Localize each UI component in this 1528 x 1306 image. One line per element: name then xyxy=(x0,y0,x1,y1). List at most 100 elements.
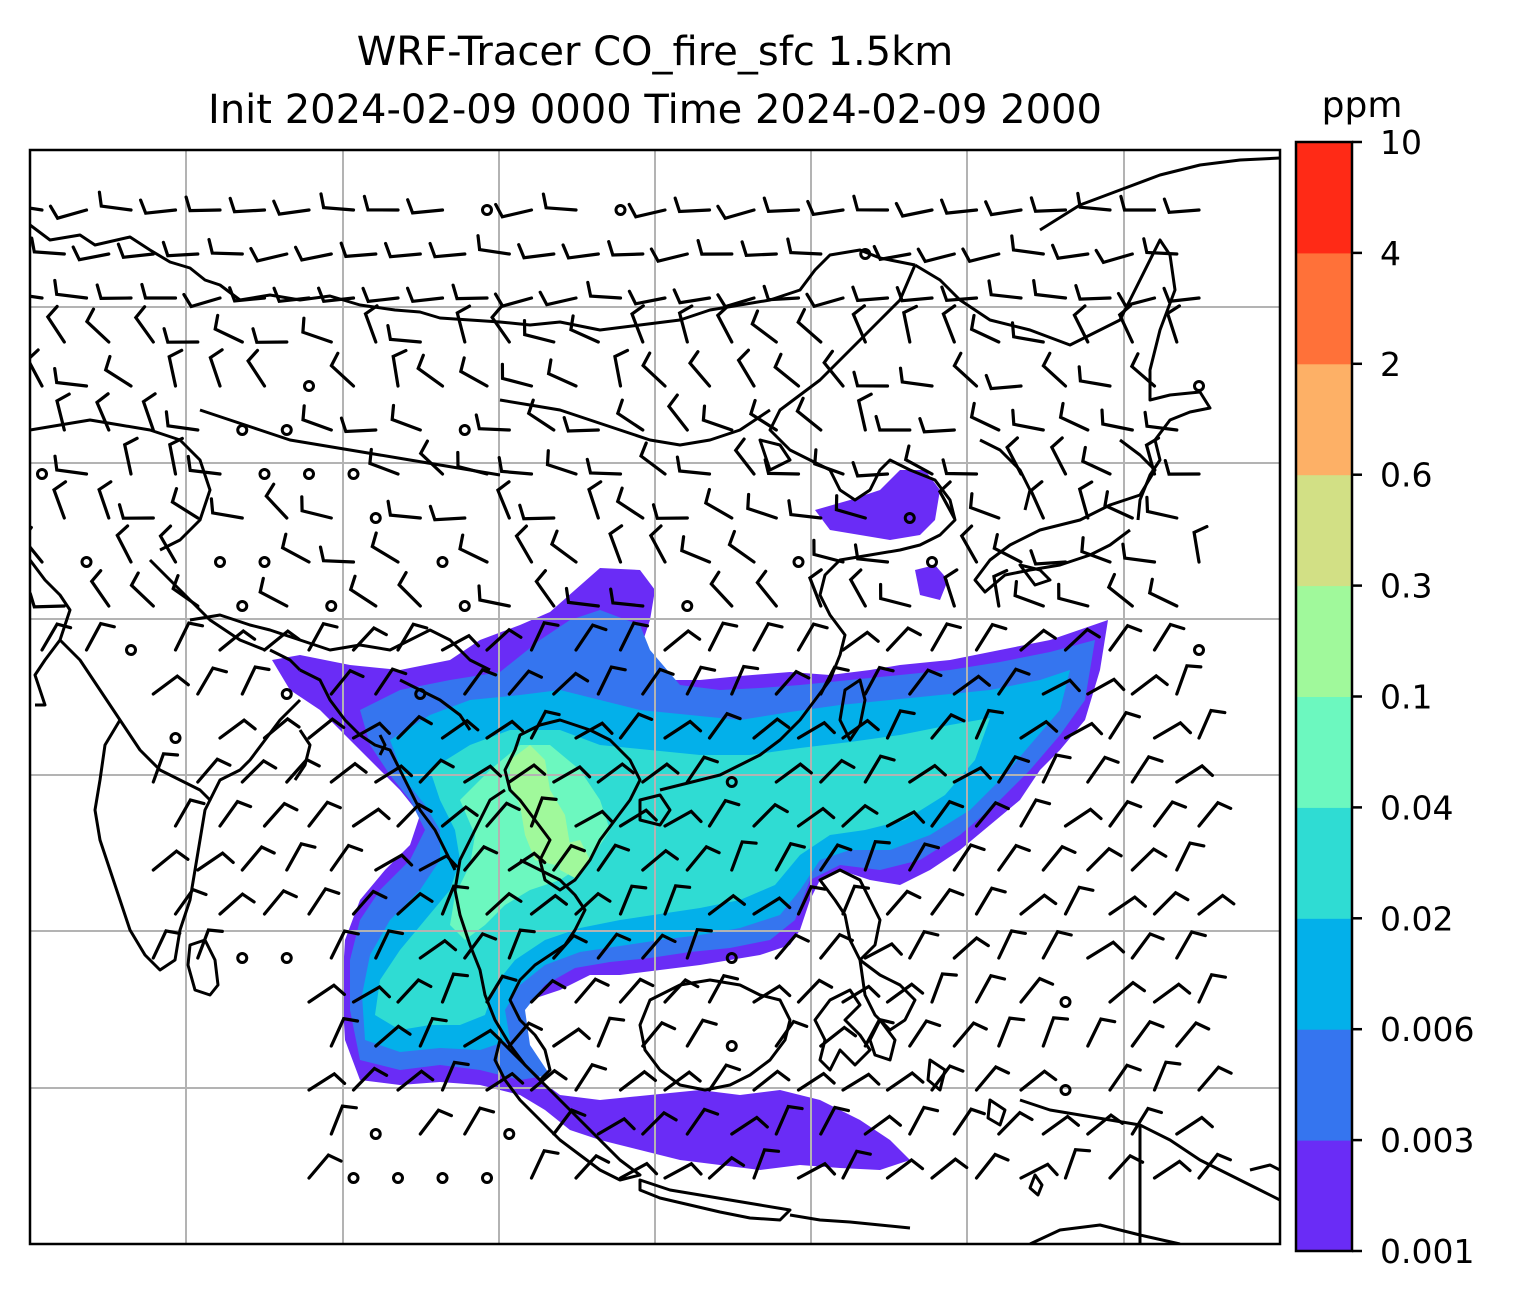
wind-barb xyxy=(1081,445,1112,476)
wind-barb xyxy=(596,1116,636,1136)
wind-barb xyxy=(307,983,346,1004)
wind-barb xyxy=(574,1153,611,1180)
wind-barb xyxy=(707,973,740,1004)
calm-wind-circle xyxy=(503,1128,516,1140)
wind-barb xyxy=(863,665,895,696)
wind-barb xyxy=(952,935,990,960)
wind-barb xyxy=(885,889,922,916)
wind-barb xyxy=(574,891,612,916)
wind-barb xyxy=(301,316,333,344)
wind-barb xyxy=(903,444,934,476)
wind-barb xyxy=(607,240,645,257)
wind-barb xyxy=(752,802,789,828)
wind-barb xyxy=(618,977,655,1004)
wind-barb xyxy=(852,194,890,212)
wind-barb xyxy=(329,1104,358,1136)
wind-barb xyxy=(384,241,422,259)
wind-barb xyxy=(396,802,433,828)
wind-barb xyxy=(196,851,235,872)
colorbar-tick-label: 4 xyxy=(1380,234,1401,273)
wind-barb xyxy=(639,441,667,476)
wind-barb xyxy=(774,1104,804,1136)
calm-wind-circle xyxy=(369,512,382,524)
wind-barb xyxy=(307,1153,343,1180)
wind-barb xyxy=(618,712,654,740)
wind-barb xyxy=(1197,893,1236,916)
wind-barb xyxy=(97,190,133,212)
calm-wind-circle xyxy=(280,688,293,700)
wind-barb xyxy=(1108,895,1147,916)
wind-barb xyxy=(151,752,180,784)
wind-barb xyxy=(1019,893,1058,916)
wind-barb xyxy=(1175,1115,1214,1136)
wind-barb xyxy=(974,708,1004,740)
wind-barb xyxy=(908,842,940,872)
wind-barb xyxy=(363,304,379,344)
calm-wind-circle xyxy=(414,688,427,700)
wind-barb xyxy=(30,591,66,609)
colorbar-segment xyxy=(1296,474,1352,587)
wind-barb xyxy=(151,849,190,872)
wind-barb xyxy=(1086,677,1126,696)
wind-barb xyxy=(507,763,547,784)
wind-barb xyxy=(609,587,645,608)
colorbar-segment xyxy=(1296,696,1352,808)
wind-barb xyxy=(796,622,829,652)
calm-wind-circle xyxy=(280,952,293,964)
wind-barb xyxy=(1063,885,1095,916)
colorbar-tick-label: 0.1 xyxy=(1380,678,1432,717)
wind-barb xyxy=(1121,542,1157,564)
wind-barb xyxy=(517,243,556,260)
colorbar-tick-label: 0.6 xyxy=(1380,456,1432,495)
wind-barb xyxy=(53,367,89,388)
wind-barb xyxy=(171,574,200,608)
wind-barb xyxy=(463,1106,496,1136)
wind-barb xyxy=(485,1071,525,1092)
wind-barb xyxy=(1175,763,1214,784)
wind-barb xyxy=(1130,1106,1163,1136)
wind-barb xyxy=(418,1016,448,1048)
wind-barb xyxy=(151,929,182,960)
wind-barb xyxy=(264,482,289,520)
wind-barb xyxy=(428,504,467,522)
wind-barb xyxy=(615,398,645,432)
wind-barb xyxy=(805,292,845,309)
wind-barb xyxy=(787,499,823,520)
wind-barb xyxy=(390,403,422,432)
wind-barb xyxy=(796,720,836,740)
wind-barb xyxy=(329,929,360,960)
wind-barb xyxy=(1010,234,1045,256)
wind-barb xyxy=(440,884,470,916)
wind-barb xyxy=(329,668,365,696)
wind-barb xyxy=(1197,973,1227,1004)
wind-barb xyxy=(648,524,667,564)
wind-barb xyxy=(819,665,850,696)
wind-barb xyxy=(930,1064,965,1092)
wind-barb xyxy=(97,480,113,520)
wind-barb xyxy=(848,568,867,608)
wind-barb xyxy=(361,286,400,304)
wind-barb xyxy=(1152,1060,1182,1092)
wind-barb xyxy=(1145,495,1179,520)
wind-barb xyxy=(272,286,311,304)
wind-barb xyxy=(170,487,200,520)
wind-barb xyxy=(529,1068,568,1092)
wind-barb xyxy=(396,714,433,740)
wind-barb xyxy=(908,668,943,696)
wind-barb xyxy=(1197,1065,1233,1092)
wind-barb xyxy=(351,721,391,740)
wind-barb xyxy=(752,896,792,916)
colorbar: 0.001 0.003 0.006 0.02 0.04 0.1 0.3 0.6 2 4 10 xyxy=(1294,123,1474,1271)
wind-barb xyxy=(208,348,224,388)
wind-barb xyxy=(262,888,298,916)
wind-barb xyxy=(894,201,934,218)
wind-barb xyxy=(672,288,712,305)
wind-barb xyxy=(663,719,703,740)
wind-barb xyxy=(1152,982,1192,1004)
wind-barb xyxy=(246,348,267,388)
wind-barb xyxy=(677,304,694,344)
wind-barb xyxy=(1019,628,1057,652)
colorbar-segment xyxy=(1296,142,1352,254)
wind-barb xyxy=(773,352,801,388)
wind-barb xyxy=(703,487,734,520)
